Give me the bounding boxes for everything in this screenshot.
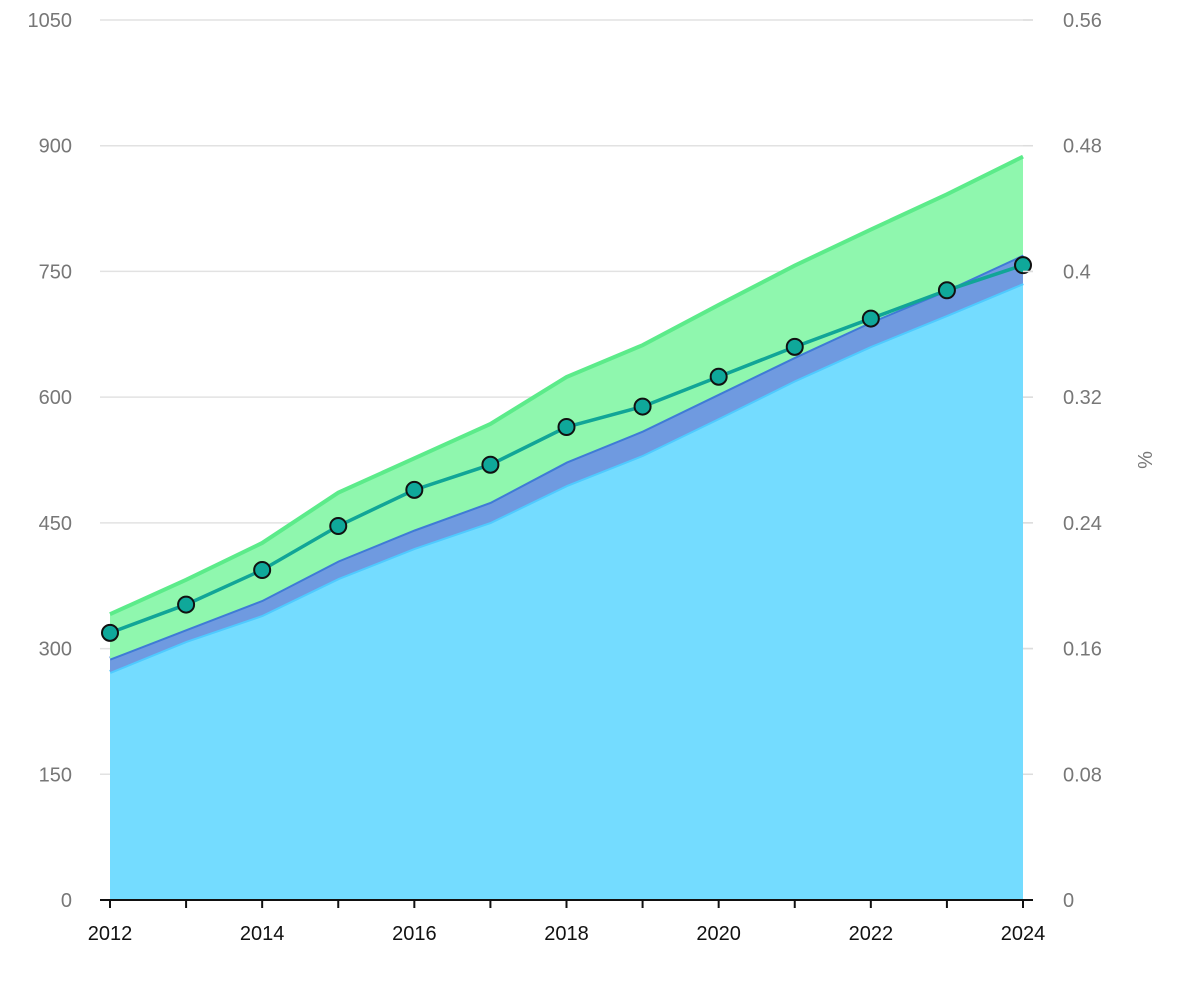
x-tick-label: 2018 <box>544 923 589 945</box>
percent-point <box>937 281 956 300</box>
percent-point <box>861 309 880 328</box>
percent-point <box>405 480 424 499</box>
percent-point <box>253 561 272 579</box>
y-right-tick-label: 0.48 <box>1063 136 1102 158</box>
y-left-tick-label: 600 <box>39 387 72 409</box>
percent-point <box>557 418 576 436</box>
y-right-tick-label: 0 <box>1063 890 1074 912</box>
x-tick-label: 2020 <box>696 923 741 945</box>
percent-point <box>709 367 728 386</box>
percent-point <box>1014 256 1032 275</box>
percent-point <box>329 517 348 535</box>
percent-point <box>785 337 804 356</box>
y-left-tick-label: 450 <box>39 513 72 535</box>
y-left-tick-label: 900 <box>39 136 72 158</box>
y-right-tick-label: 0.56 <box>1063 10 1102 32</box>
y-left-tick-label: 0 <box>61 890 72 912</box>
y-right-tick-label: 0.4 <box>1063 261 1091 283</box>
x-tick-label: 2012 <box>88 923 133 945</box>
percent-point <box>177 595 196 614</box>
area-line-series-3 <box>109 154 1024 617</box>
y-right-tick-label: 0.16 <box>1063 639 1102 661</box>
x-tick-label: 2016 <box>392 923 437 945</box>
y-right-axis-label: % <box>1135 451 1157 469</box>
y-left-tick-label: 750 <box>39 261 72 283</box>
y-right-tick-label: 0.24 <box>1063 513 1102 535</box>
area-series-1 <box>110 283 1023 901</box>
y-left-tick-label: 150 <box>39 764 72 786</box>
x-tick-label: 2022 <box>849 923 894 945</box>
x-tick-label: 2024 <box>1001 923 1046 945</box>
percent-point <box>101 623 119 642</box>
y-right-tick-label: 0.32 <box>1063 387 1102 409</box>
percent-point <box>481 455 500 474</box>
percent-point <box>633 397 652 416</box>
y-right-tick-label: 0.08 <box>1063 764 1102 786</box>
y-left-tick-label: 300 <box>39 639 72 661</box>
y-left-tick-label: 1050 <box>28 10 73 32</box>
x-tick-label: 2014 <box>240 923 285 945</box>
